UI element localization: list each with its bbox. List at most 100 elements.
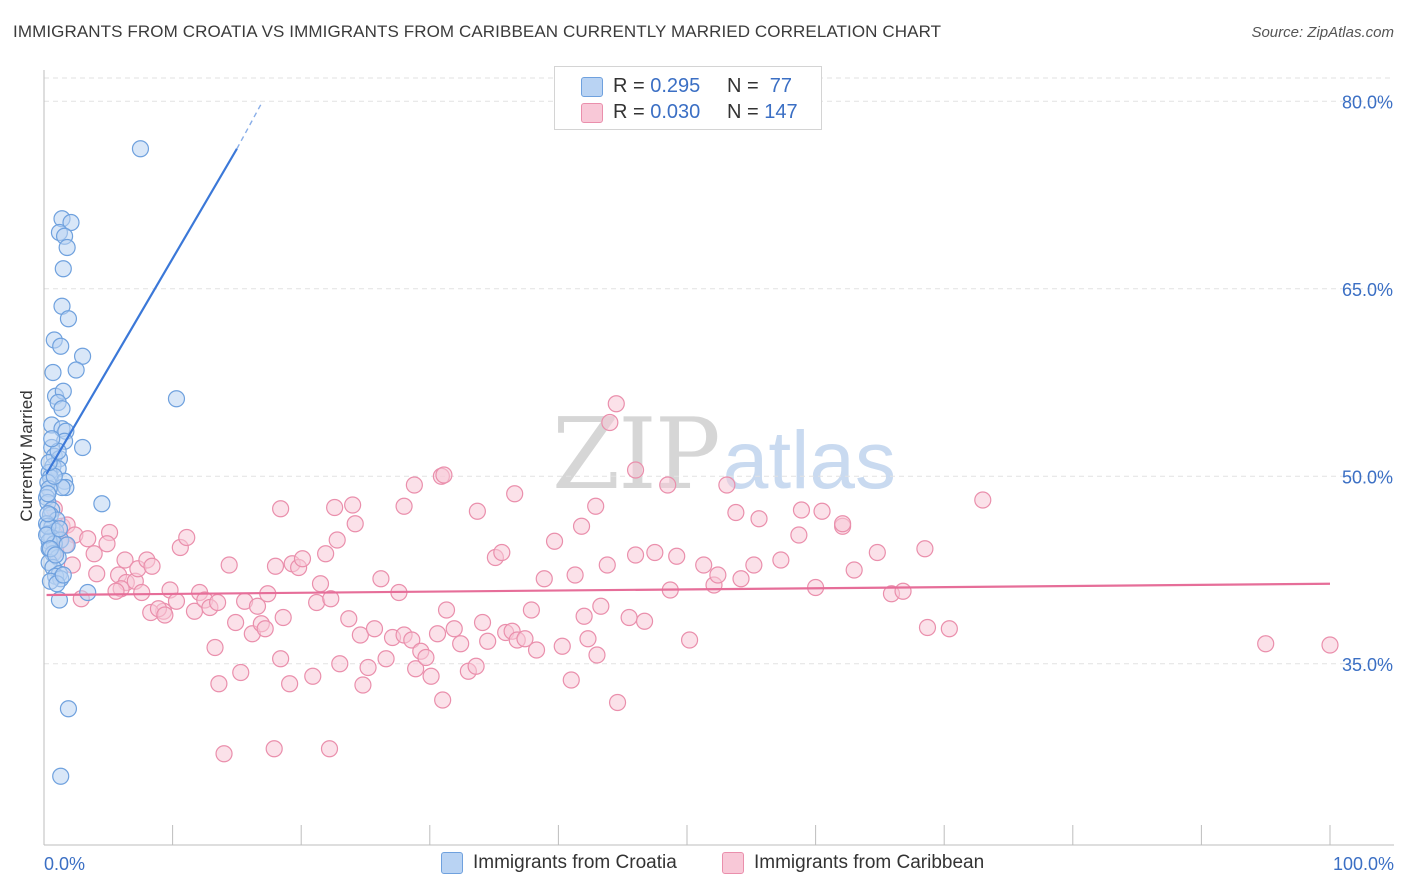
caribbean-point <box>646 543 664 562</box>
croatia-point <box>44 363 62 382</box>
croatia-r: R = 0.295 <box>613 75 700 98</box>
croatia-point <box>58 238 76 257</box>
caribbean-point <box>473 613 492 632</box>
caribbean-point <box>587 497 605 515</box>
croatia-point <box>39 505 57 523</box>
caribbean-point <box>727 503 745 522</box>
caribbean-legend-label: Immigrants from Caribbean <box>754 852 985 873</box>
caribbean-point <box>311 575 330 593</box>
caribbean-point <box>331 655 349 673</box>
caribbean-point <box>445 620 463 638</box>
caribbean-point <box>344 496 362 514</box>
caribbean-point <box>592 597 610 615</box>
caribbean-point <box>745 556 763 574</box>
croatia-point <box>54 566 72 584</box>
caribbean-point <box>304 667 322 685</box>
caribbean-point <box>1257 635 1275 653</box>
caribbean-point <box>215 745 233 763</box>
caribbean-point <box>422 667 440 685</box>
caribbean-point <box>407 660 425 678</box>
series-legend: Immigrants from Croatia Immigrants from … <box>0 852 1406 878</box>
croatia-trend-line <box>45 148 238 475</box>
croatia-point <box>167 390 186 408</box>
y-tick-label: 80.0% <box>1342 92 1393 112</box>
caribbean-point <box>359 658 377 677</box>
caribbean-point <box>351 626 369 644</box>
caribbean-point <box>468 502 486 520</box>
caribbean-point <box>346 515 364 533</box>
croatia-point <box>73 438 92 457</box>
y-axis-title: Currently Married <box>17 390 36 521</box>
caribbean-point <box>365 620 384 638</box>
n-label: N = <box>727 75 765 97</box>
caribbean-point <box>527 641 546 659</box>
caribbean-point <box>272 500 290 518</box>
caribbean-legend-swatch <box>722 852 744 874</box>
caribbean-point <box>790 526 808 544</box>
caribbean-trend-line <box>46 582 1331 597</box>
caribbean-point <box>709 566 727 584</box>
r-value: 0.295 <box>650 75 701 97</box>
caribbean-point <box>918 618 937 637</box>
n-value: 77 <box>764 75 793 97</box>
r-label: R = <box>613 101 651 123</box>
caribbean-point <box>467 657 485 675</box>
caribbean-point <box>116 551 134 569</box>
caribbean-point <box>434 691 452 709</box>
stats-row-croatia: R = 0.295 N = 77 <box>555 75 823 101</box>
caribbean-point <box>308 593 326 612</box>
croatia-point <box>58 536 76 554</box>
caribbean-point <box>493 543 511 562</box>
croatia-point <box>73 347 92 365</box>
croatia-legend-swatch <box>441 852 463 874</box>
caribbean-point <box>372 570 390 588</box>
croatia-point <box>43 430 61 448</box>
caribbean-point <box>894 582 912 600</box>
n-label: N = <box>727 101 765 123</box>
caribbean-point <box>695 556 713 574</box>
caribbean-point <box>772 551 790 569</box>
caribbean-point <box>405 476 423 494</box>
caribbean-point <box>572 517 591 535</box>
caribbean-point <box>266 557 285 575</box>
caribbean-point <box>220 556 238 574</box>
caribbean-point <box>626 546 645 564</box>
caribbean-point <box>79 530 97 548</box>
caribbean-point <box>588 646 606 664</box>
series-caribbean-points <box>45 395 1339 763</box>
croatia-point <box>39 485 57 503</box>
caribbean-point <box>326 498 344 517</box>
croatia-point <box>50 520 69 538</box>
caribbean-point <box>940 620 958 638</box>
caribbean-point <box>668 547 686 565</box>
caribbean-point <box>320 740 339 758</box>
caribbean-point <box>437 601 456 619</box>
caribbean-point <box>608 693 627 712</box>
caribbean-point <box>317 545 335 563</box>
caribbean-point <box>256 620 274 638</box>
caribbean-point <box>916 540 934 558</box>
r-value: 0.030 <box>650 101 701 123</box>
croatia-point <box>46 546 65 564</box>
stats-legend: R = 0.295 N = 77 R = 0.030 N = 147 <box>554 66 822 130</box>
caribbean-point <box>659 476 677 494</box>
caribbean-point <box>974 491 992 509</box>
caribbean-point <box>1321 636 1339 654</box>
caribbean-point <box>133 583 151 602</box>
caribbean-point <box>479 632 497 650</box>
caribbean-point <box>579 630 597 648</box>
caribbean-point <box>834 515 852 533</box>
watermark-zip: ZIP <box>552 398 721 512</box>
caribbean-point <box>566 566 584 584</box>
caribbean-swatch <box>581 103 603 123</box>
caribbean-point <box>417 648 435 667</box>
caribbean-point <box>403 631 421 649</box>
croatia-point <box>53 400 71 418</box>
caribbean-point <box>227 613 245 632</box>
caribbean-point <box>428 625 447 643</box>
caribbean-point <box>322 590 340 608</box>
croatia-swatch <box>581 77 603 97</box>
croatia-point <box>93 495 111 513</box>
source-label: Source: ZipAtlas.com <box>1251 24 1394 41</box>
croatia-point <box>52 337 70 355</box>
